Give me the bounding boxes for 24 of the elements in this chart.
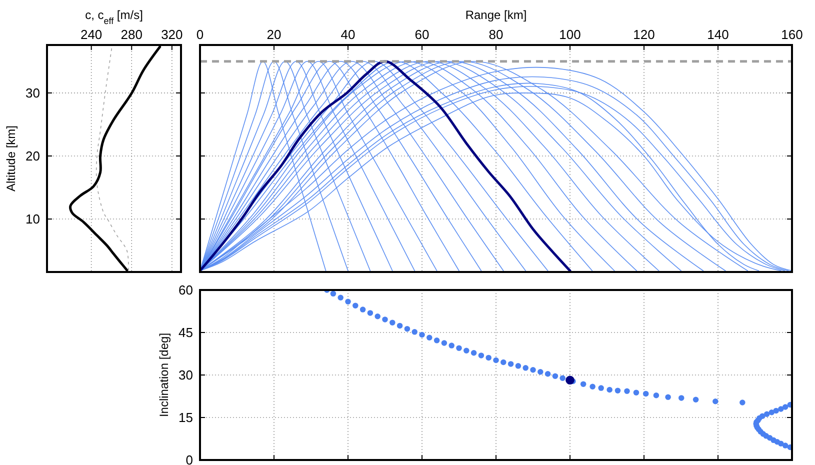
y-tick-label: 0 bbox=[186, 452, 193, 465]
y-tick-label: 10 bbox=[26, 212, 40, 227]
y-axis-title: Altitude [km] bbox=[4, 125, 18, 192]
x-tick-label: 160 bbox=[781, 27, 803, 42]
y-tick-label: 30 bbox=[26, 85, 40, 100]
y-tick-label: 45 bbox=[178, 325, 193, 340]
x-tick-label: 0 bbox=[196, 27, 204, 42]
x-axis-title: Range [km] bbox=[465, 8, 527, 22]
y-tick-label: 60 bbox=[178, 282, 193, 298]
x-tick-label: 280 bbox=[120, 27, 142, 42]
x-tick-label: 40 bbox=[340, 27, 356, 42]
y-tick-label: 20 bbox=[26, 148, 40, 164]
x-tick-label: 20 bbox=[266, 27, 282, 42]
y-tick-label: 15 bbox=[178, 410, 193, 426]
x-tick-label: 320 bbox=[161, 27, 183, 42]
y-tick-label: 30 bbox=[178, 368, 193, 383]
x-tick-label: 240 bbox=[80, 27, 102, 42]
x-tick-label: 120 bbox=[633, 27, 655, 42]
x-tick-label: 140 bbox=[707, 27, 729, 42]
x-axis-title: c, c$_{eff}$ [m/s] bbox=[85, 8, 143, 26]
x-tick-label: 80 bbox=[488, 27, 504, 42]
y-axis-title: Inclination [deg] bbox=[157, 332, 171, 418]
x-tick-label: 100 bbox=[559, 27, 581, 42]
x-tick-label: 60 bbox=[414, 27, 430, 42]
